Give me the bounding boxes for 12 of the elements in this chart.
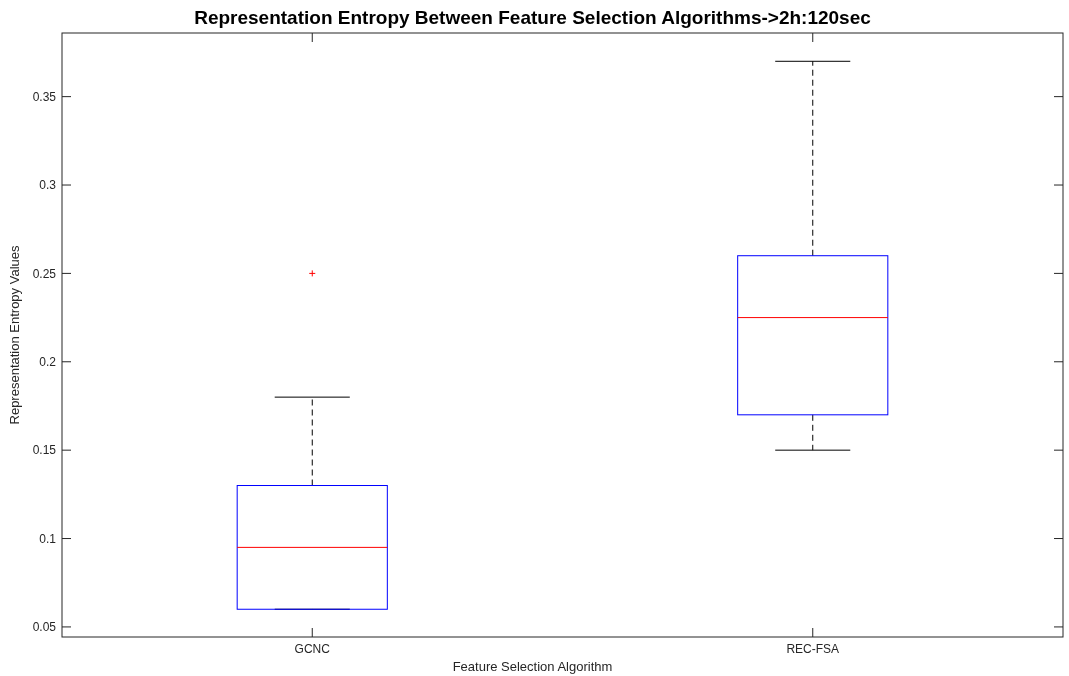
y-tick-label: 0.2 — [39, 354, 57, 369]
y-tick-label: 0.3 — [39, 178, 57, 193]
y-tick-label: 0.15 — [32, 443, 57, 458]
y-tick-label: 0.35 — [32, 89, 57, 104]
x-tick-label: REC-FSA — [786, 642, 840, 656]
y-axis-title: Representation Entropy Values — [7, 245, 22, 425]
x-axis-title: Feature Selection Algorithm — [452, 659, 613, 674]
y-tick-label: 0.1 — [39, 531, 57, 546]
chart-title: Representation Entropy Between Feature Selection Algorithms->2h:120sec — [194, 7, 872, 28]
x-tick-label: GCNC — [294, 642, 331, 656]
y-tick-label: 0.05 — [32, 620, 57, 635]
y-tick-label: 0.25 — [32, 266, 57, 281]
